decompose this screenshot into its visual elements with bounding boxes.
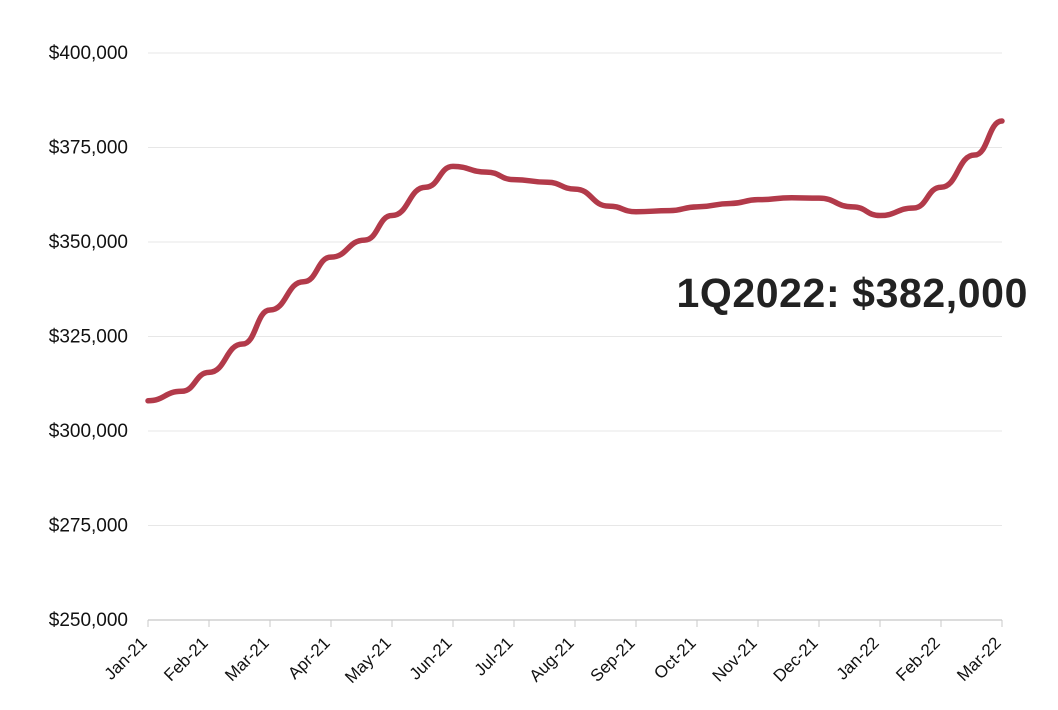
axes [147, 619, 1003, 627]
x-tick-label: May-21 [341, 633, 395, 687]
y-axis-labels: $250,000 $275,000 $300,000 $325,000 $350,000… [49, 43, 128, 631]
x-axis-labels: Jan-21 Feb-21 Mar-21 Apr-21 May-21 Jun-21 Jul-… [101, 633, 1005, 687]
y-tick-label: $300,000 [49, 421, 128, 442]
price-line [145, 118, 1005, 404]
y-tick-label: $400,000 [49, 43, 128, 64]
y-tick-label: $350,000 [49, 232, 128, 253]
gridlines [148, 52, 1002, 526]
x-tick-label: Mar-21 [221, 633, 273, 685]
x-tick-label: Feb-21 [160, 633, 212, 685]
x-tick-label: Jan-21 [101, 633, 151, 683]
y-tick-label: $325,000 [49, 327, 128, 348]
y-tick-label: $250,000 [49, 610, 128, 631]
x-tick-label: Jan-22 [833, 633, 883, 683]
series-lines [145, 118, 1005, 404]
x-tick-label: Oct-21 [650, 633, 700, 683]
y-tick-label: $375,000 [49, 138, 128, 159]
x-tick-label: Jun-21 [406, 633, 456, 683]
x-tick-label: Mar-22 [953, 633, 1005, 685]
y-tick-label: $275,000 [49, 516, 128, 537]
x-tick-label: Jul-21 [471, 633, 517, 679]
x-tick-label: Apr-21 [284, 633, 334, 683]
x-tick-label: Dec-21 [770, 633, 822, 685]
x-tick-label: Feb-22 [892, 633, 944, 685]
x-tick-label: Nov-21 [709, 633, 761, 685]
annotation-label: 1Q2022: $382,000 [676, 270, 1028, 316]
x-tick-label: Sep-21 [587, 633, 639, 685]
x-tick-label: Aug-21 [526, 633, 578, 685]
